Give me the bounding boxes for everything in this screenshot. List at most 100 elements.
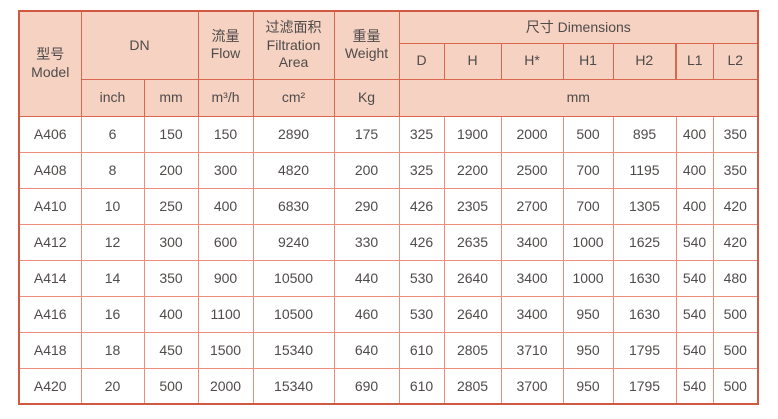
header-model: 型号 Model xyxy=(18,10,82,117)
value-cell: 420 xyxy=(712,223,759,261)
value-cell: 300 xyxy=(143,223,199,261)
value-cell: 1000 xyxy=(562,223,614,261)
header-dn: DN xyxy=(80,10,199,80)
value-cell: 290 xyxy=(333,187,400,225)
value-cell: 1630 xyxy=(612,259,677,297)
table-row: A412 12 300 600 9240 330 426 2635 3400 1000 1625 54… xyxy=(18,223,759,261)
header-unit-mm: mm xyxy=(143,78,199,117)
value-cell: 500 xyxy=(712,295,759,333)
value-cell: 3400 xyxy=(500,223,564,261)
value-cell: 200 xyxy=(143,151,199,189)
value-cell: 450 xyxy=(143,331,199,369)
value-cell: 400 xyxy=(197,187,254,225)
value-cell: 950 xyxy=(562,295,614,333)
value-cell: 480 xyxy=(712,259,759,297)
value-cell: 500 xyxy=(143,367,199,405)
header-dim-l2: L2 xyxy=(712,42,759,80)
value-cell: 4820 xyxy=(252,151,335,189)
spec-table: 型号 Model DN 流量 Flow 过滤面积 Filtration Area… xyxy=(18,10,760,405)
value-cell: 400 xyxy=(143,295,199,333)
value-cell: 2700 xyxy=(500,187,564,225)
value-cell: 300 xyxy=(197,151,254,189)
value-cell: 6830 xyxy=(252,187,335,225)
value-cell: 14 xyxy=(80,259,145,297)
value-cell: 400 xyxy=(675,187,714,225)
value-cell: 175 xyxy=(333,115,400,153)
value-cell: 150 xyxy=(197,115,254,153)
value-cell: 1000 xyxy=(562,259,614,297)
value-cell: 426 xyxy=(398,223,445,261)
value-cell: 3710 xyxy=(500,331,564,369)
value-cell: 500 xyxy=(562,115,614,153)
table-row: A416 16 400 1100 10500 460 530 2640 3400 950 1630 5… xyxy=(18,295,759,333)
value-cell: 420 xyxy=(712,187,759,225)
value-cell: 1100 xyxy=(197,295,254,333)
header-dim-h: H xyxy=(443,42,502,80)
value-cell: 895 xyxy=(612,115,677,153)
model-cell: A406 xyxy=(18,115,82,153)
value-cell: 540 xyxy=(675,223,714,261)
header-unit-area: cm² xyxy=(252,78,335,117)
value-cell: 2305 xyxy=(443,187,502,225)
table-row: A420 20 500 2000 15340 690 610 2805 3700 950 1795 5… xyxy=(18,367,759,405)
value-cell: 540 xyxy=(675,367,714,405)
value-cell: 610 xyxy=(398,331,445,369)
header-unit-weight: Kg xyxy=(333,78,400,117)
value-cell: 2890 xyxy=(252,115,335,153)
value-cell: 540 xyxy=(675,331,714,369)
value-cell: 690 xyxy=(333,367,400,405)
value-cell: 640 xyxy=(333,331,400,369)
value-cell: 8 xyxy=(80,151,145,189)
header-row-3: inch mm m³/h cm² Kg mm xyxy=(19,78,759,117)
value-cell: 1500 xyxy=(197,331,254,369)
model-cell: A408 xyxy=(18,151,82,189)
value-cell: 460 xyxy=(333,295,400,333)
value-cell: 2200 xyxy=(443,151,502,189)
value-cell: 1195 xyxy=(612,151,677,189)
value-cell: 600 xyxy=(197,223,254,261)
header-filtration-area: 过滤面积 Filtration Area xyxy=(252,10,335,80)
value-cell: 9240 xyxy=(252,223,335,261)
header-dim-h2: H2 xyxy=(612,42,677,80)
model-cell: A420 xyxy=(18,367,82,405)
value-cell: 325 xyxy=(398,151,445,189)
value-cell: 2500 xyxy=(500,151,564,189)
table-row: A414 14 350 900 10500 440 530 2640 3400 1000 1630 5… xyxy=(18,259,759,297)
value-cell: 2000 xyxy=(197,367,254,405)
value-cell: 15340 xyxy=(252,367,335,405)
value-cell: 900 xyxy=(197,259,254,297)
value-cell: 350 xyxy=(712,115,759,153)
header-dim-l1: L1 xyxy=(675,42,714,80)
header-unit-dimensions: mm xyxy=(398,78,759,117)
model-cell: A418 xyxy=(18,331,82,369)
value-cell: 2635 xyxy=(443,223,502,261)
table-row: A418 18 450 1500 15340 640 610 2805 3710 950 1795 5… xyxy=(18,331,759,369)
value-cell: 330 xyxy=(333,223,400,261)
value-cell: 440 xyxy=(333,259,400,297)
value-cell: 950 xyxy=(562,331,614,369)
value-cell: 540 xyxy=(675,259,714,297)
value-cell: 2000 xyxy=(500,115,564,153)
value-cell: 700 xyxy=(562,187,614,225)
value-cell: 1795 xyxy=(612,331,677,369)
value-cell: 200 xyxy=(333,151,400,189)
model-cell: A410 xyxy=(18,187,82,225)
header-row-2: D H H* H1 H2 L1 L2 xyxy=(19,42,759,80)
value-cell: 3400 xyxy=(500,295,564,333)
table-row: A410 10 250 400 6830 290 426 2305 2700 700 1305 400… xyxy=(18,187,759,225)
value-cell: 10500 xyxy=(252,259,335,297)
header-dim-hstar: H* xyxy=(500,42,564,80)
model-cell: A412 xyxy=(18,223,82,261)
value-cell: 6 xyxy=(80,115,145,153)
value-cell: 3700 xyxy=(500,367,564,405)
value-cell: 530 xyxy=(398,259,445,297)
value-cell: 700 xyxy=(562,151,614,189)
value-cell: 12 xyxy=(80,223,145,261)
value-cell: 350 xyxy=(712,151,759,189)
header-dimensions: 尺寸 Dimensions xyxy=(398,10,759,44)
value-cell: 540 xyxy=(675,295,714,333)
header-flow: 流量 Flow xyxy=(197,10,254,80)
value-cell: 250 xyxy=(143,187,199,225)
value-cell: 1630 xyxy=(612,295,677,333)
value-cell: 500 xyxy=(712,331,759,369)
